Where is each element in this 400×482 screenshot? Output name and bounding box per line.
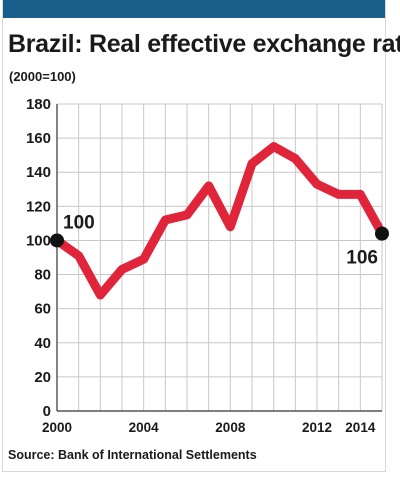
y-tick-label: 120 <box>26 198 51 215</box>
grid <box>56 103 383 412</box>
y-tick-label: 60 <box>34 301 51 318</box>
chart-subtitle: (2000=100) <box>9 69 76 84</box>
annotation-dot <box>50 233 64 248</box>
y-tick-label: 180 <box>26 96 51 113</box>
annotation-label: 106 <box>346 248 378 269</box>
axes: 0 20 40 60 80 100 120 140 160 180 2000 2004 2008 2012… <box>26 96 382 435</box>
x-tick-label: 2012 <box>302 420 332 435</box>
x-tick-label: 2004 <box>129 420 160 435</box>
y-tick-label: 80 <box>34 267 51 284</box>
annotation-label: 100 <box>63 212 95 233</box>
chart-title: Brazil: Real effective exchange rate <box>8 30 400 58</box>
y-tick-label: 160 <box>26 130 51 147</box>
y-tick-label: 40 <box>34 335 51 352</box>
x-tick-label: 2008 <box>215 420 246 435</box>
y-tick-label: 20 <box>34 369 51 386</box>
y-tick-label: 0 <box>43 403 51 420</box>
y-tick-label: 140 <box>26 164 51 181</box>
chart-source: Source: Bank of International Settlement… <box>8 448 257 462</box>
y-tick-label: 100 <box>26 232 51 249</box>
header-accent-bar <box>2 0 386 18</box>
annotation-dot <box>375 226 389 241</box>
plot-area <box>57 104 382 411</box>
labels: 100 106 <box>50 212 389 269</box>
series-layer <box>52 142 387 300</box>
series-line <box>52 142 387 300</box>
x-tick-label: 2000 <box>42 420 72 435</box>
x-tick-label: 2014 <box>345 420 376 435</box>
